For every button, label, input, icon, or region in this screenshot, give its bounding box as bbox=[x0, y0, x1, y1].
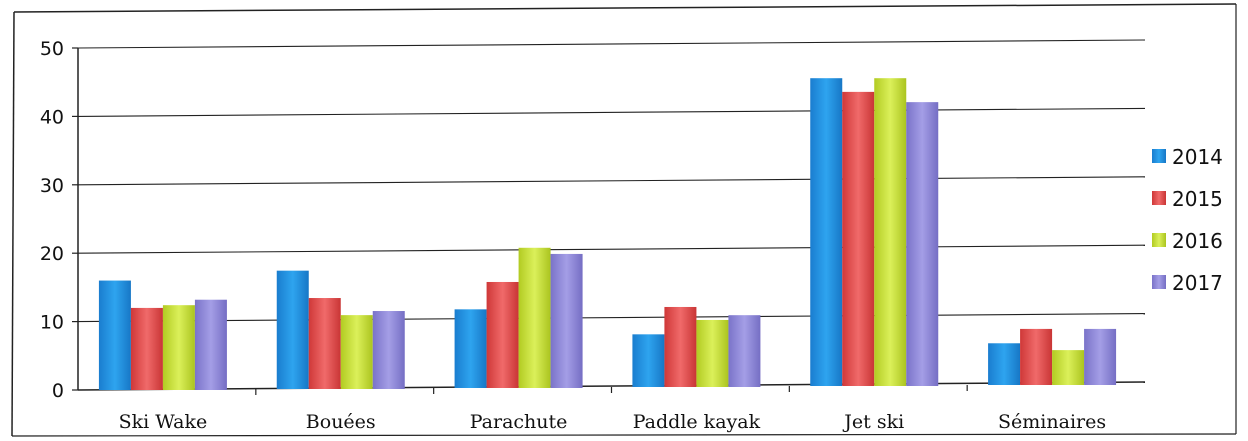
legend-label: 2015 bbox=[1172, 187, 1223, 211]
bar-2014-3 bbox=[632, 334, 665, 387]
legend-label: 2017 bbox=[1172, 271, 1223, 295]
gridline bbox=[77, 244, 1146, 254]
bar-2016-4 bbox=[874, 78, 907, 386]
bar-2015-3 bbox=[664, 306, 697, 387]
bar-2014-2 bbox=[454, 309, 487, 388]
bar-2016-1 bbox=[340, 315, 373, 389]
legend-label: 2016 bbox=[1172, 229, 1223, 253]
legend-swatch-2014 bbox=[1152, 149, 1166, 163]
bar-2014-4 bbox=[810, 78, 843, 386]
category-label: Séminaires bbox=[998, 411, 1106, 433]
x-axis-line bbox=[77, 381, 1146, 391]
bar-2017-2 bbox=[550, 253, 583, 388]
bar-2016-3 bbox=[696, 319, 729, 387]
bar-2014-0 bbox=[98, 280, 131, 390]
frame-top bbox=[13, 3, 1237, 13]
bar-2017-3 bbox=[728, 315, 761, 387]
bar-2016-0 bbox=[162, 305, 195, 390]
y-tick-label: 20 bbox=[40, 243, 64, 265]
y-tick-labels: 0 10 20 30 40 50 bbox=[40, 38, 78, 402]
y-tick-label: 0 bbox=[52, 380, 64, 402]
gridlines bbox=[77, 39, 1146, 323]
category-label: Parachute bbox=[470, 411, 568, 433]
legend: 2014 2015 2016 2017 bbox=[1152, 145, 1223, 295]
bar-2017-1 bbox=[372, 311, 405, 389]
bar-2016-5 bbox=[1052, 350, 1085, 385]
gridline bbox=[77, 176, 1146, 186]
bar-2015-4 bbox=[842, 91, 875, 386]
frame-left bbox=[11, 11, 15, 437]
bar-2015-0 bbox=[130, 307, 163, 390]
bar-2015-1 bbox=[308, 298, 341, 389]
bar-2017-4 bbox=[906, 102, 939, 386]
category-label: Ski Wake bbox=[119, 411, 208, 433]
gridline bbox=[77, 107, 1146, 117]
y-tick-label: 30 bbox=[40, 175, 64, 197]
category-label: Bouées bbox=[306, 411, 376, 433]
y-tick-label: 10 bbox=[40, 312, 64, 334]
legend-swatch-2015 bbox=[1152, 191, 1166, 205]
legend-swatch-2017 bbox=[1152, 275, 1166, 289]
bar-2015-5 bbox=[1020, 328, 1053, 385]
legend-label: 2014 bbox=[1172, 145, 1223, 169]
gridline bbox=[77, 313, 1146, 323]
legend-swatch-2016 bbox=[1152, 233, 1166, 247]
axes bbox=[77, 48, 1146, 391]
category-label: Jet ski bbox=[842, 411, 904, 433]
bar-2017-0 bbox=[194, 299, 227, 390]
y-tick-label: 40 bbox=[40, 106, 64, 128]
bars bbox=[98, 78, 1117, 395]
bar-2015-2 bbox=[486, 281, 519, 388]
bar-2014-1 bbox=[276, 270, 309, 389]
category-labels: Ski Wake Bouées Parachute Paddle kayak Jet s… bbox=[119, 411, 1107, 433]
bar-2014-5 bbox=[988, 343, 1021, 385]
bar-2016-2 bbox=[518, 247, 551, 388]
bar-2017-5 bbox=[1084, 328, 1117, 385]
category-label: Paddle kayak bbox=[633, 411, 761, 433]
gridline bbox=[77, 39, 1146, 49]
y-tick-label: 50 bbox=[40, 38, 64, 60]
frame-bottom bbox=[11, 433, 1237, 437]
